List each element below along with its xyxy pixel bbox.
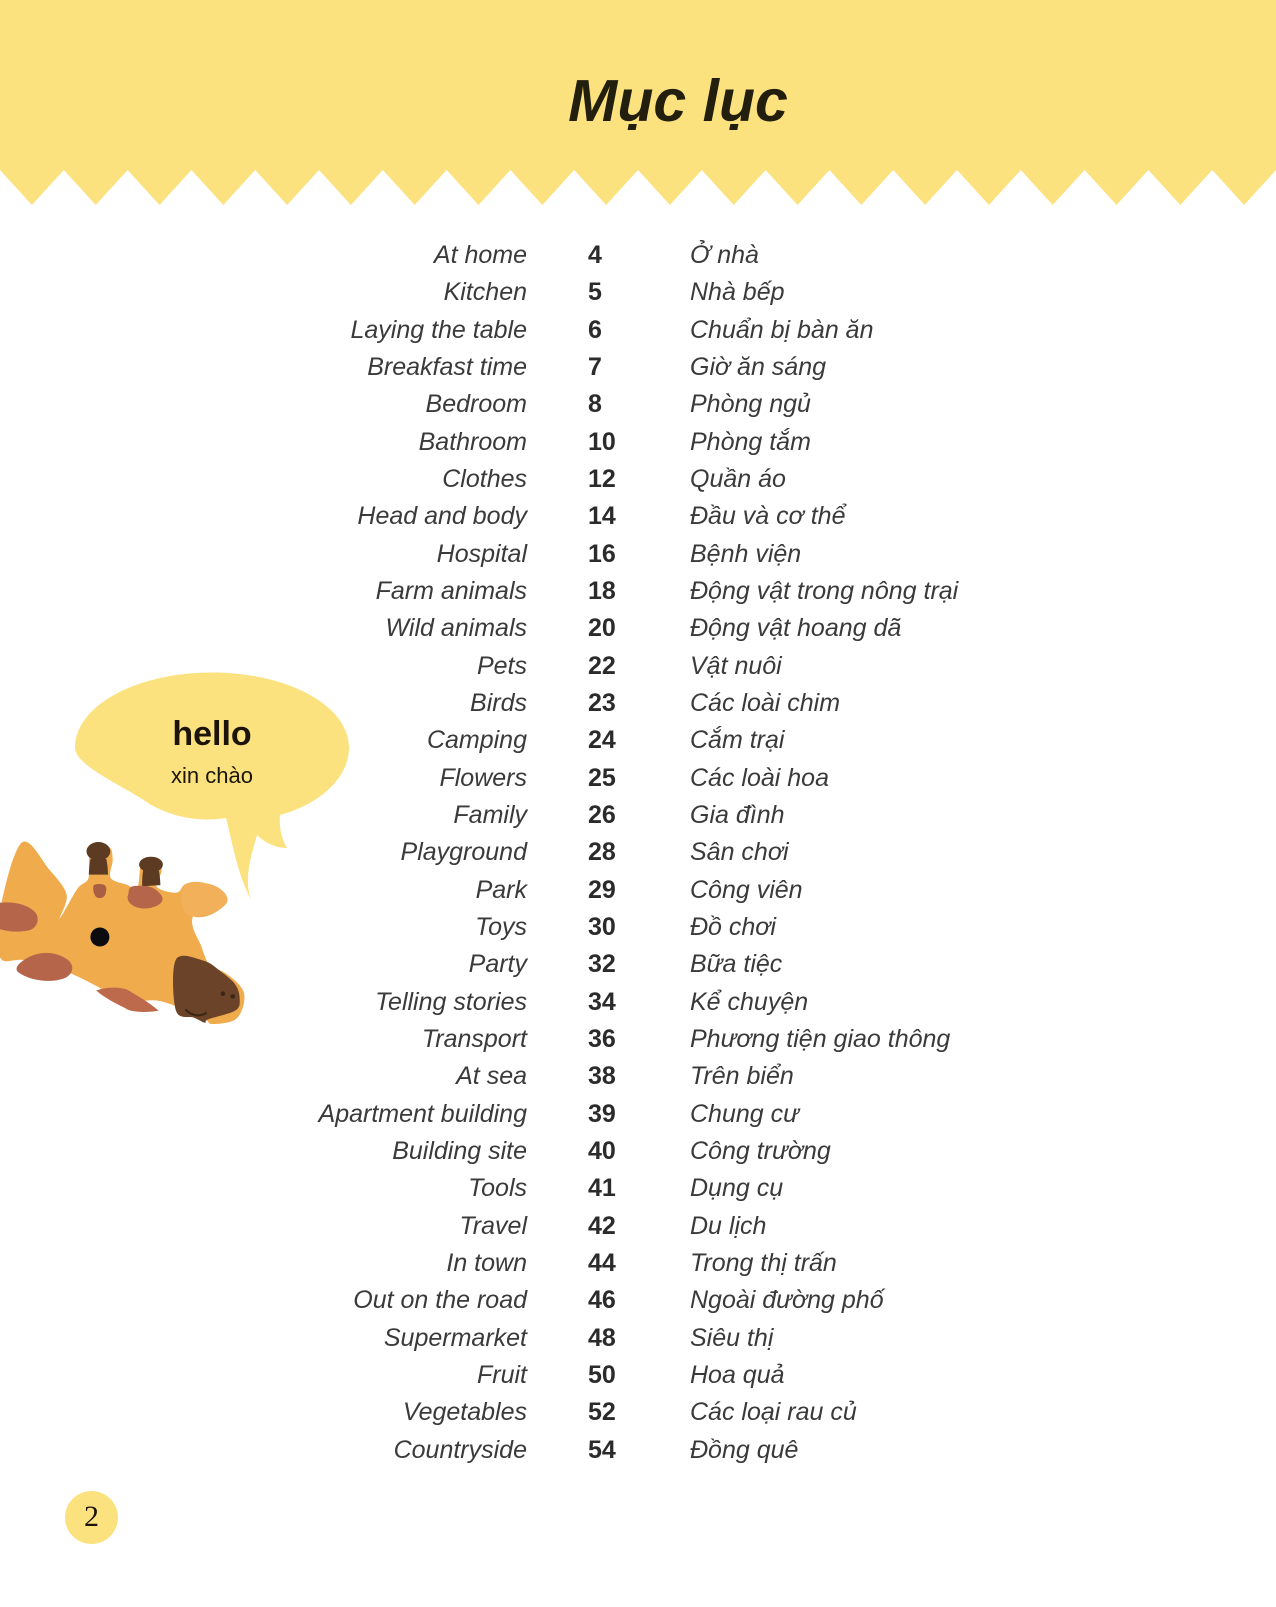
svg-text:xin chào: xin chào [171,763,253,788]
svg-text:hello: hello [172,715,251,753]
